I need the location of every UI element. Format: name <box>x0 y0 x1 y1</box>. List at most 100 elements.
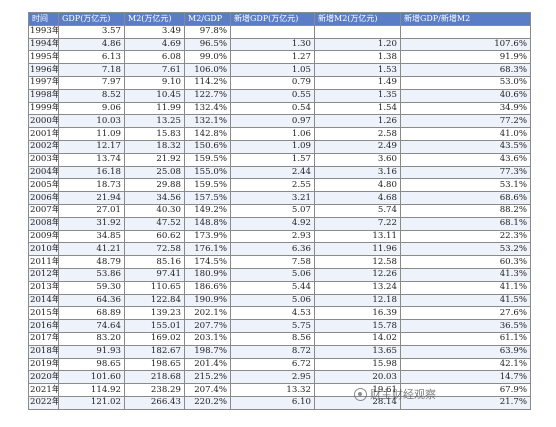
cell-new-m2: 2.49 <box>314 139 401 154</box>
cell-new-ratio: 36.5% <box>400 319 531 333</box>
cell-new-ratio: 91.9% <box>400 50 531 65</box>
cell-new-gdp: 2.93 <box>230 229 315 244</box>
cell-new-m2: 12.18 <box>314 293 401 308</box>
cell-new-gdp: 3.21 <box>230 191 315 205</box>
cell-gdp: 53.86 <box>58 267 125 282</box>
table-row: 2018年 91.93 182.67 198.7% 8.72 13.65 63.9% <box>28 344 531 359</box>
cell-m2: 139.23 <box>124 306 185 321</box>
cell-m2: 238.29 <box>124 383 185 397</box>
cell-gdp: 83.20 <box>58 331 125 346</box>
cell-gdp: 7.97 <box>58 75 125 90</box>
table-row: 1993年 3.57 3.49 97.8% <box>28 24 531 39</box>
header-new-ratio: 新增GDP/新增M2 <box>400 12 531 26</box>
cell-new-m2: 14.02 <box>314 331 401 346</box>
cell-new-m2: 11.96 <box>314 242 401 257</box>
cell-gdp: 21.94 <box>58 191 125 205</box>
cell-m2-gdp: 148.8% <box>184 216 231 231</box>
cell-gdp: 7.18 <box>58 63 125 77</box>
cell-new-ratio: 53.1% <box>400 178 531 193</box>
cell-m2-gdp: 155.0% <box>184 165 231 180</box>
cell-m2: 18.32 <box>124 139 185 154</box>
cell-new-m2: 15.78 <box>314 319 401 333</box>
cell-gdp: 34.85 <box>58 229 125 244</box>
cell-new-ratio: 42.1% <box>400 357 531 372</box>
cell-year: 2000年 <box>28 114 59 129</box>
cell-new-gdp: 0.55 <box>230 88 315 103</box>
table-row: 2010年 41.21 72.58 176.1% 6.36 11.96 53.2% <box>28 242 531 257</box>
cell-m2: 122.84 <box>124 293 185 308</box>
cell-new-m2: 16.39 <box>314 306 401 321</box>
cell-new-ratio: 68.1% <box>400 216 531 231</box>
cell-m2-gdp: 114.2% <box>184 75 231 90</box>
cell-new-gdp: 5.44 <box>230 280 315 295</box>
cell-new-ratio: 14.7% <box>400 370 531 385</box>
cell-year: 2009年 <box>28 229 59 244</box>
cell-year: 1995年 <box>28 50 59 65</box>
cell-new-gdp: 13.32 <box>230 383 315 397</box>
cell-m2-gdp: 174.5% <box>184 255 231 269</box>
cell-gdp: 98.65 <box>58 357 125 372</box>
cell-m2-gdp: 97.8% <box>184 24 231 39</box>
cell-new-gdp: 5.06 <box>230 293 315 308</box>
table-row: 2016年 74.64 155.01 207.7% 5.75 15.78 36.5% <box>28 319 531 333</box>
cell-year: 2016年 <box>28 319 59 333</box>
cell-m2-gdp: 99.0% <box>184 50 231 65</box>
cell-new-m2: 13.65 <box>314 344 401 359</box>
cell-m2-gdp: 159.5% <box>184 178 231 193</box>
cell-new-ratio: 68.3% <box>400 63 531 77</box>
cell-new-gdp: 5.06 <box>230 267 315 282</box>
cell-new-m2: 1.26 <box>314 114 401 129</box>
cell-new-m2: 1.53 <box>314 63 401 77</box>
table-header-row: 时间 GDP(万亿元) M2(万亿元) M2/GDP 新增GDP(万亿元) 新增… <box>28 12 531 26</box>
cell-gdp: 9.06 <box>58 101 125 116</box>
cell-gdp: 4.86 <box>58 37 125 52</box>
table-row: 2004年 16.18 25.08 155.0% 2.44 3.16 77.3% <box>28 165 531 180</box>
cell-m2: 85.16 <box>124 255 185 269</box>
cell-new-m2: 1.49 <box>314 75 401 90</box>
cell-year: 1993年 <box>28 24 59 39</box>
cell-new-ratio: 41.3% <box>400 267 531 282</box>
cell-gdp: 3.57 <box>58 24 125 39</box>
cell-new-gdp: 1.30 <box>230 37 315 52</box>
cell-new-m2: 4.68 <box>314 191 401 205</box>
cell-m2-gdp: 215.2% <box>184 370 231 385</box>
cell-m2: 169.02 <box>124 331 185 346</box>
cell-m2-gdp: 173.9% <box>184 229 231 244</box>
cell-new-gdp: 1.05 <box>230 63 315 77</box>
cell-new-ratio: 107.6% <box>400 37 531 52</box>
cell-new-gdp: 2.44 <box>230 165 315 180</box>
cell-gdp: 114.92 <box>58 383 125 397</box>
cell-year: 1997年 <box>28 75 59 90</box>
cell-m2: 34.56 <box>124 191 185 205</box>
cell-new-m2: 4.80 <box>314 178 401 193</box>
cell-new-gdp: 2.95 <box>230 370 315 385</box>
cell-year: 1999年 <box>28 101 59 116</box>
cell-new-ratio: 43.5% <box>400 139 531 154</box>
cell-m2-gdp: 132.1% <box>184 114 231 129</box>
table-row: 1996年 7.18 7.61 106.0% 1.05 1.53 68.3% <box>28 63 531 77</box>
cell-new-ratio: 68.6% <box>400 191 531 205</box>
cell-year: 2018年 <box>28 344 59 359</box>
cell-year: 2020年 <box>28 370 59 385</box>
cell-m2: 6.08 <box>124 50 185 65</box>
cell-new-ratio: 41.1% <box>400 280 531 295</box>
cell-new-m2: 1.35 <box>314 88 401 103</box>
cell-new-gdp: 1.09 <box>230 139 315 154</box>
cell-gdp: 8.52 <box>58 88 125 103</box>
cell-gdp: 59.30 <box>58 280 125 295</box>
cell-year: 2019年 <box>28 357 59 372</box>
cell-gdp: 6.13 <box>58 50 125 65</box>
cell-new-gdp: 4.53 <box>230 306 315 321</box>
cell-gdp: 74.64 <box>58 319 125 333</box>
cell-new-m2: 7.22 <box>314 216 401 231</box>
table-row: 2003年 13.74 21.92 159.5% 1.57 3.60 43.6% <box>28 152 531 167</box>
cell-new-m2: 20.03 <box>314 370 401 385</box>
cell-year: 2007年 <box>28 203 59 218</box>
cell-new-m2: 1.20 <box>314 37 401 52</box>
gdp-m2-table: 时间 GDP(万亿元) M2(万亿元) M2/GDP 新增GDP(万亿元) 新增… <box>28 12 531 410</box>
cell-m2-gdp: 201.4% <box>184 357 231 372</box>
cell-new-ratio: 40.6% <box>400 88 531 103</box>
cell-m2: 11.99 <box>124 101 185 116</box>
cell-m2-gdp: 132.4% <box>184 101 231 116</box>
cell-year: 2008年 <box>28 216 59 231</box>
